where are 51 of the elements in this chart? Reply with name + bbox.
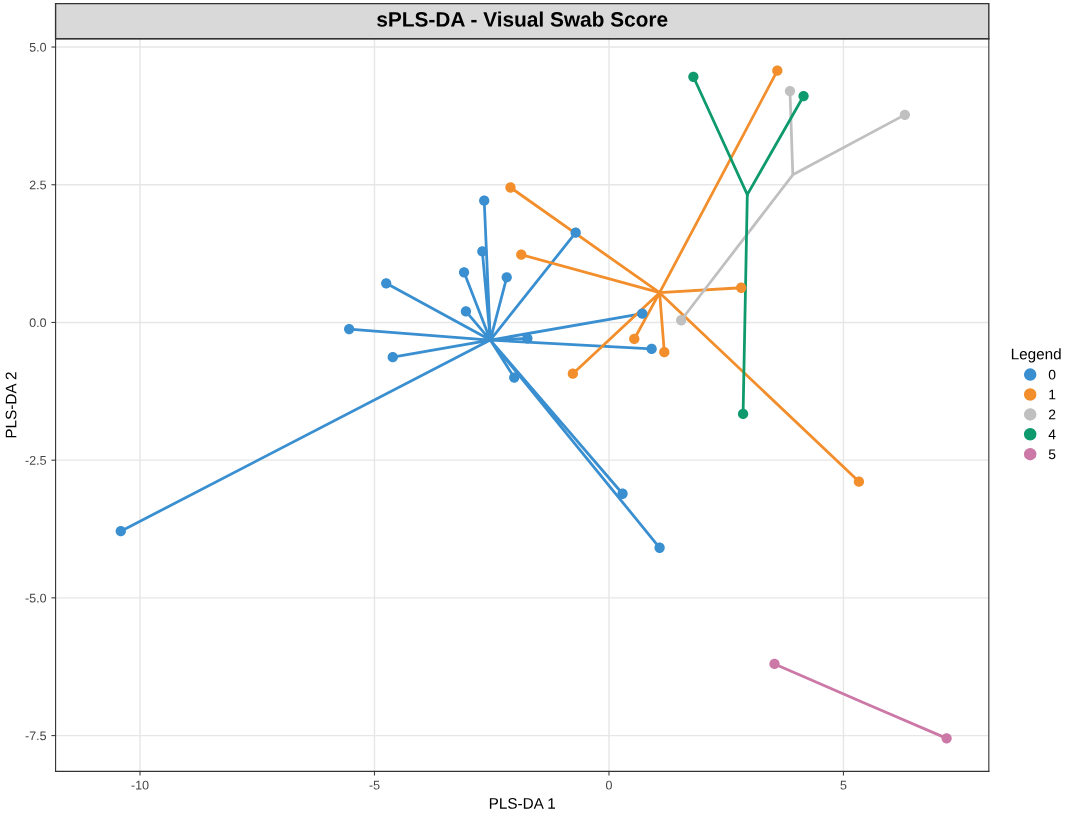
point (522, 333, 533, 344)
point (772, 65, 783, 76)
point (941, 733, 952, 744)
legend-label: 0 (1048, 369, 1056, 380)
point (344, 323, 355, 335)
point (784, 85, 796, 97)
y-tick-label: 0.0 (29, 318, 47, 328)
point (617, 488, 628, 499)
point (460, 306, 472, 317)
legend-label: 5 (1048, 449, 1056, 460)
y-tick-label: -2.5 (25, 455, 47, 465)
point (659, 347, 670, 358)
point (381, 278, 392, 289)
point (516, 249, 527, 260)
legend-label: 1 (1049, 389, 1056, 400)
point (676, 315, 687, 326)
x-tick-label: -5 (369, 780, 380, 790)
point (505, 182, 516, 193)
point (853, 476, 865, 487)
point (477, 246, 488, 257)
point (115, 526, 126, 537)
point (646, 343, 657, 355)
point (570, 227, 581, 238)
point (458, 267, 470, 278)
point (629, 333, 640, 345)
x-tick-label: -10 (131, 780, 149, 790)
legend-title: Legend (1011, 348, 1061, 363)
legend-label: 2 (1048, 409, 1056, 420)
point (567, 368, 578, 379)
x-axis-title: PLS-DA 1 (489, 798, 556, 809)
x-tick-label: 5 (840, 780, 847, 790)
point (737, 408, 749, 420)
y-tick-label: -7.5 (25, 731, 47, 741)
point (736, 282, 747, 293)
y-tick-label: 5.0 (29, 42, 47, 52)
legend-label: 4 (1048, 429, 1056, 440)
point (509, 372, 520, 383)
point (387, 352, 398, 363)
y-tick-label: 2.5 (29, 180, 47, 190)
y-tick-label: -5.0 (25, 593, 47, 603)
point (654, 542, 665, 553)
point (688, 71, 699, 82)
point (798, 90, 809, 102)
point (769, 658, 780, 670)
y-axis-title: PLS-DA 2 (5, 372, 17, 438)
point (501, 272, 512, 283)
point (899, 109, 911, 120)
point (479, 195, 490, 206)
chart-title: sPLS-DA - Visual Swab Score (377, 11, 668, 27)
point (637, 308, 648, 319)
x-tick-label: 0 (605, 780, 612, 790)
